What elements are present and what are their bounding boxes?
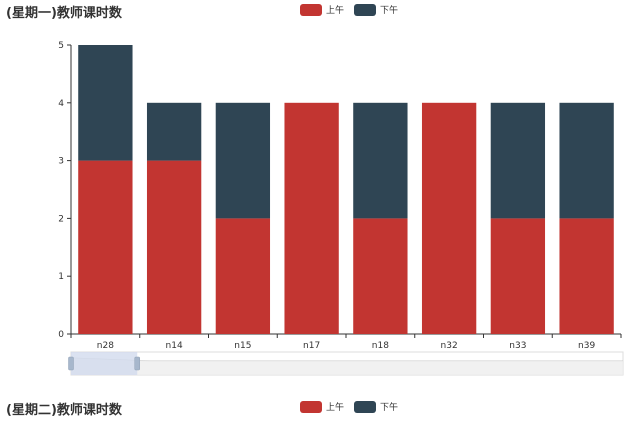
- data-zoom-shadow-area: [71, 358, 623, 375]
- bar-n17-morning[interactable]: [284, 102, 339, 334]
- bar-n15-morning[interactable]: [215, 218, 271, 334]
- legend-swatch-morning-2: [300, 400, 322, 413]
- legend-swatch-afternoon-2: [354, 400, 377, 413]
- bar-n32-morning[interactable]: [421, 102, 477, 334]
- y-tick-label: 4: [58, 99, 64, 109]
- x-tick-label: n17: [303, 341, 320, 351]
- legend-item-morning[interactable]: 上午: [300, 3, 344, 16]
- bar-n39-afternoon[interactable]: [559, 102, 614, 219]
- chart-title-monday: (星期一)教师课时数: [6, 6, 122, 21]
- bar-n28-afternoon[interactable]: [78, 45, 133, 161]
- chart-monday: 0 1 2 3 4 5 n28 n14 n15 n17 n18 n32 n33 n39: [58, 41, 624, 376]
- bar-n28-morning[interactable]: [78, 160, 133, 334]
- legend-label-afternoon-2: 下午: [380, 403, 399, 413]
- x-tick-label: n32: [441, 341, 458, 351]
- x-tick-label: n33: [509, 341, 526, 351]
- bar-n15-afternoon[interactable]: [215, 102, 271, 219]
- bar-n18-morning[interactable]: [353, 218, 408, 334]
- y-tick-label: 3: [58, 157, 64, 167]
- legend-item-afternoon[interactable]: 下午: [354, 3, 398, 16]
- data-zoom-handle-left[interactable]: [68, 356, 74, 371]
- legend-swatch-morning: [300, 3, 322, 16]
- bar-n14-afternoon[interactable]: [146, 102, 202, 161]
- chart-title-tuesday: (星期二)教师课时数: [6, 403, 122, 418]
- bar-n14-morning[interactable]: [146, 160, 202, 334]
- legend-swatch-afternoon: [354, 3, 377, 16]
- y-tick-label: 5: [58, 41, 64, 51]
- y-tick-label: 0: [58, 330, 64, 340]
- bar-n39-morning[interactable]: [559, 218, 614, 334]
- x-tick-label: n15: [234, 341, 251, 351]
- data-zoom-handle-right[interactable]: [134, 356, 140, 371]
- y-tick-label: 2: [58, 214, 64, 224]
- legend-label-morning-2: 上午: [326, 403, 345, 413]
- legend-monday: 上午 下午: [300, 3, 408, 16]
- x-tick-label: n28: [97, 341, 114, 351]
- legend-item-morning-2[interactable]: 上午: [300, 400, 344, 413]
- x-tick-label: n39: [578, 341, 595, 351]
- legend-tuesday: 上午 下午: [300, 400, 408, 413]
- bar-n33-morning[interactable]: [490, 218, 546, 334]
- legend-item-afternoon-2[interactable]: 下午: [354, 400, 398, 413]
- legend-label-morning: 上午: [326, 6, 345, 16]
- y-tick-label: 1: [58, 272, 64, 282]
- x-tick-label: n14: [166, 341, 183, 351]
- data-zoom-selection[interactable]: [71, 352, 138, 375]
- bar-n18-afternoon[interactable]: [353, 102, 408, 219]
- bar-n33-afternoon[interactable]: [490, 102, 546, 219]
- legend-label-afternoon: 下午: [380, 6, 399, 16]
- x-tick-label: n18: [372, 341, 389, 351]
